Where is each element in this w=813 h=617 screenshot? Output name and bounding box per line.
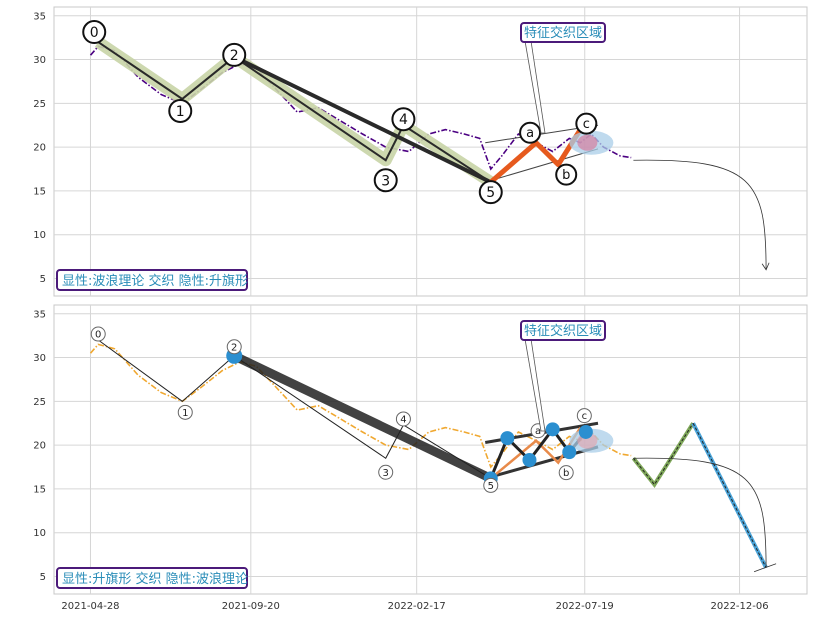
wave-label-circle [82,20,107,45]
wave-label-circle [478,180,503,205]
forecast-zigzag-blue-dash [692,423,767,568]
forecast-curve [633,159,767,270]
wave-label-circle [222,42,247,67]
wave-label: 4 [400,414,406,425]
caption-text: 显性:升旗形 交织 隐性:波浪理论 [62,571,248,587]
wave-label-circle [373,168,398,193]
flag-node [578,424,593,439]
caption-text: 显性:波浪理论 交织 隐性:升旗形 [62,273,248,289]
y-tick-label: 30 [33,353,46,364]
x-tick-label: 2022-12-06 [710,601,768,612]
y-tick-label: 10 [33,230,46,241]
y-tick-label: 15 [33,484,46,495]
annotation-label: 特征交织区域 [524,25,602,41]
wave-label: 3 [381,173,390,189]
wave-label-circle [483,477,499,493]
flag-node [522,453,537,468]
abc-label: c [582,411,588,422]
wave-label-circle [177,404,193,420]
annotation-label: 特征交织区域 [524,323,602,339]
wave-label: 2 [230,48,239,64]
wave-label: 5 [488,481,494,492]
abc-label-circle [555,163,578,186]
y-tick-label: 35 [33,11,46,22]
wave-label-circle [90,326,106,342]
abc-label: a [535,426,541,437]
wave-label: 1 [176,104,185,120]
wave-label-circle [391,107,416,132]
wave-label: 0 [90,25,99,41]
y-tick-label: 10 [33,528,46,539]
y-tick-label: 15 [33,186,46,197]
y-tick-label: 25 [33,99,46,110]
wave-label-circle [168,98,193,123]
wave-label-circle [378,464,394,480]
abc-label: b [563,468,569,479]
forecast-curve [633,457,767,568]
forecast-zigzag-green-dash [633,422,694,486]
y-tick-label: 20 [33,143,46,154]
trend-line [233,55,492,184]
wave-label-circle [395,411,411,427]
flag-node [562,445,577,460]
wave-label: 0 [95,330,101,341]
abc-label: b [562,168,570,183]
x-tick-label: 2022-02-17 [388,601,446,612]
wave-label: 2 [231,342,237,353]
y-tick-label: 30 [33,55,46,66]
wave-label: 3 [383,468,389,479]
y-tick-label: 5 [40,572,46,583]
wave-label: 4 [399,112,408,128]
y-tick-label: 35 [33,309,46,320]
flag-channel-lower [484,445,599,480]
caption-box [56,269,248,291]
flag-channel-lower [485,148,599,183]
caption-box [56,567,248,589]
annotation-box [520,22,606,43]
y-tick-label: 25 [33,397,46,408]
wave-line [97,41,492,183]
abc-label: a [526,126,534,141]
wave-label: 1 [182,408,188,419]
abc-label-circle [576,408,592,424]
abc-correction-line [489,128,583,185]
x-tick-label: 2022-07-19 [556,601,614,612]
y-tick-label: 5 [40,274,46,285]
forecast-arrowhead [761,262,770,271]
abc-correction-line [489,426,582,480]
abc-label-circle [558,465,574,481]
wave-label: 5 [486,185,495,201]
forecast-endcap [753,563,777,573]
x-tick-label: 2021-04-28 [61,601,119,612]
annotation-box [520,320,606,341]
wave-line [97,339,492,479]
abc-label-circle [575,112,598,135]
intersection-zone-core [577,134,598,151]
flag-node [545,422,560,437]
y-tick-label: 20 [33,441,46,452]
wave-label-circle [226,339,242,355]
flag-node [500,431,515,446]
x-tick-label: 2021-09-20 [222,601,280,612]
flagpole-line [232,351,493,483]
abc-label-circle [519,121,542,144]
abc-label: c [583,117,590,132]
